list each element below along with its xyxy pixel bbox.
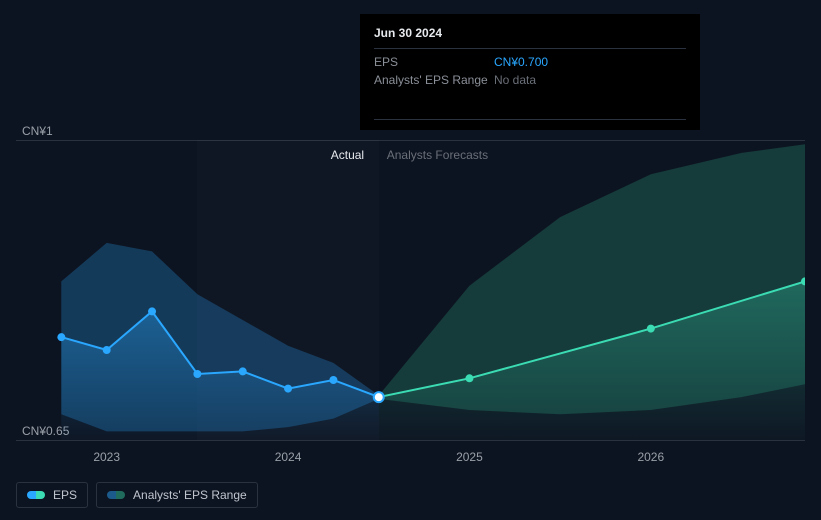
swatch-eps [27, 491, 45, 499]
section-label-actual: Actual [331, 148, 364, 162]
legend-item-eps[interactable]: EPS [16, 482, 88, 508]
tooltip-row-range: Analysts' EPS Range No data [374, 71, 686, 89]
tooltip-title: Jun 30 2024 [374, 24, 686, 49]
x-tick-label: 2023 [93, 450, 120, 464]
section-label-forecast: Analysts Forecasts [387, 148, 488, 162]
y-axis-top-label: CN¥1 [22, 124, 53, 138]
tooltip-divider [374, 119, 686, 120]
legend-label-eps: EPS [53, 488, 77, 502]
legend-item-range[interactable]: Analysts' EPS Range [96, 482, 258, 508]
gridline-bottom [16, 440, 805, 441]
tooltip-value-eps: CN¥0.700 [494, 53, 548, 71]
tooltip-value-range: No data [494, 71, 536, 89]
tooltip-key-range: Analysts' EPS Range [374, 71, 494, 89]
swatch-range [107, 491, 125, 499]
tooltip-row-eps: EPS CN¥0.700 [374, 53, 686, 71]
chart-tooltip: Jun 30 2024 EPS CN¥0.700 Analysts' EPS R… [360, 14, 700, 130]
tooltip-key-eps: EPS [374, 53, 494, 71]
x-tick-label: 2026 [637, 450, 664, 464]
legend: EPS Analysts' EPS Range [16, 482, 258, 508]
x-tick-label: 2025 [456, 450, 483, 464]
legend-label-range: Analysts' EPS Range [133, 488, 247, 502]
x-tick-label: 2024 [275, 450, 302, 464]
eps-chart[interactable] [16, 140, 805, 440]
